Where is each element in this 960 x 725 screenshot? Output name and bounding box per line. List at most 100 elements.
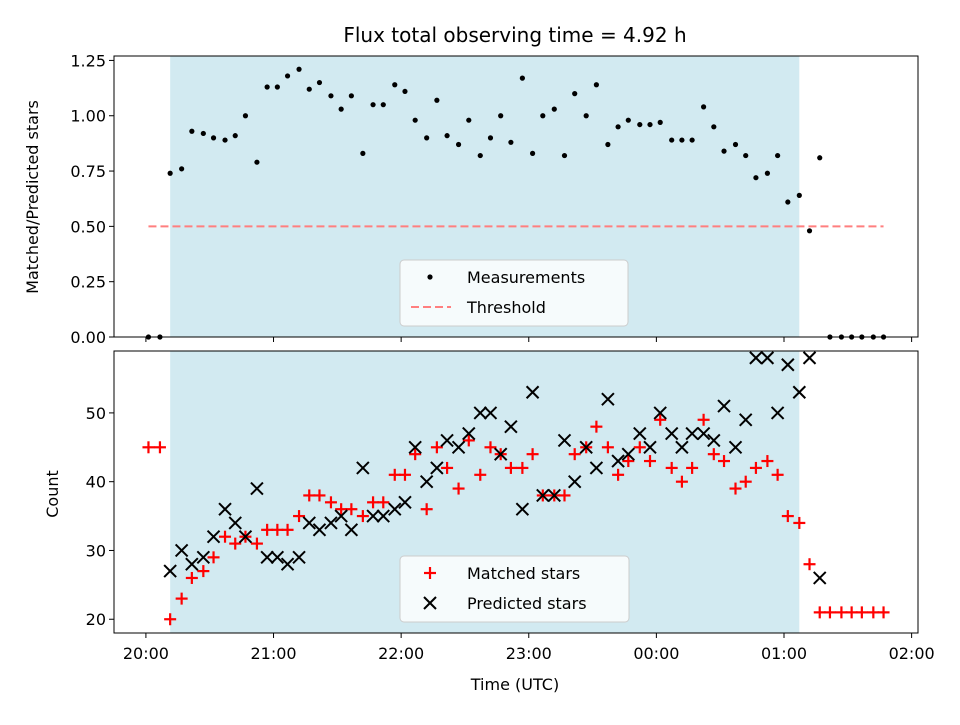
measurement-point [412,117,418,123]
predicted-stars-point [781,358,795,372]
matched-stars-point [185,571,198,584]
matched-stars-point [367,496,380,509]
legend-matched-label: Matched stars [467,564,580,583]
predicted-stars-point [206,530,221,544]
y-tick-label: 1.25 [70,51,106,70]
predicted-stars-point [228,516,242,530]
measurement-point [242,113,249,119]
measurement-point [679,137,685,143]
matched-stars-point [175,592,188,605]
predicted-stars-point [601,392,615,406]
matched-stars-point [739,475,752,488]
bottom-x-axis-label: Time (UTC) [470,675,559,694]
predicted-stars-point [685,426,699,441]
predicted-stars-point [388,502,402,516]
matched-stars-point [335,503,348,516]
y-tick-label: 0.50 [70,217,106,236]
predicted-stars-point [185,557,199,571]
measurement-point [701,104,707,110]
matched-stars-point [590,420,603,433]
measurement-point [424,135,430,141]
matched-stars-point [675,475,688,488]
predicted-stars-point [749,351,763,365]
measurement-point [605,141,611,148]
measurement-point [753,175,759,181]
matched-stars-point [293,510,306,523]
x-tick-label: 20:00 [123,644,169,663]
predicted-stars-point [250,481,264,496]
matched-stars-point [813,606,826,619]
measurement-point [254,159,260,165]
predicted-stars-point [483,406,498,420]
matched-stars-point [430,441,443,454]
bottom-y-axis-label: Count [43,470,62,518]
top-legend: Measurements Threshold [399,259,629,327]
x-tick-label: 23:00 [506,644,552,663]
matched-stars-point [686,461,699,474]
bottom-axes-frame [113,350,919,634]
predicted-stars-point [611,454,625,468]
predicted-stars-point [643,440,657,454]
predicted-stars-point [344,523,359,537]
measurement-point [380,102,386,108]
predicted-stars-point [525,385,540,399]
matched-stars-point [462,434,475,447]
measurement-point [477,152,483,159]
predicted-stars-point [536,488,550,503]
matched-stars-point [665,461,678,474]
predicted-stars-point [633,426,647,441]
measurement-point [743,152,749,159]
matched-stars-point [867,606,880,619]
predicted-stars-point [557,433,572,448]
matched-stars-point [504,461,517,474]
measurement-point [572,91,578,97]
predicted-stars-point [218,502,232,516]
measurement-point [455,141,462,148]
measurement-point [529,150,536,156]
measurement-point [711,124,717,130]
predicted-stars-point [760,351,775,365]
measurement-point [434,97,440,103]
y-tick-label: 50 [86,404,106,423]
measurement-point [370,102,376,108]
matched-stars-point [303,489,316,502]
x-tick-label: 21:00 [250,644,296,663]
predicted-stars-point [356,461,370,475]
measurement-point [232,133,238,139]
matched-stars-point [793,516,806,529]
measurement-point [551,106,557,112]
measurement-point [657,119,663,125]
measurement-point [785,199,791,205]
matched-stars-point [697,413,710,426]
measurement-point [732,141,739,148]
measurement-point [284,73,291,79]
top-x-ticks [145,337,913,342]
predicted-stars-point [728,440,743,454]
predicted-stars-point [376,509,390,523]
predicted-stars-point [739,413,753,427]
predicted-stars-point [334,509,348,523]
bottom-y-ticks: 20 30 40 50 [86,404,114,629]
matched-stars-point [474,468,487,481]
measurement-point [519,75,525,81]
matched-stars-point [229,537,242,550]
matched-stars-point [761,455,774,468]
predicted-stars-point [292,550,306,565]
measurement-point [210,135,217,141]
predicted-stars-point [174,543,189,558]
measurement-point [338,106,344,112]
measurement-point [392,82,398,88]
matched-stars-point [568,448,581,461]
predicted-stars-point [515,502,530,516]
matched-stars-point [654,413,667,426]
top-y-axis-label: Matched/Predicted stars [23,100,42,294]
bottom-marks [142,351,890,626]
matched-stars-point [345,503,358,516]
matched-stars-point [324,496,337,509]
predicted-stars-point [504,419,518,434]
matched-stars-point [558,489,571,502]
measurement-point [316,79,323,86]
predicted-stars-point [493,447,508,461]
measurement-point [540,113,546,119]
predicted-stars-point [717,399,731,413]
